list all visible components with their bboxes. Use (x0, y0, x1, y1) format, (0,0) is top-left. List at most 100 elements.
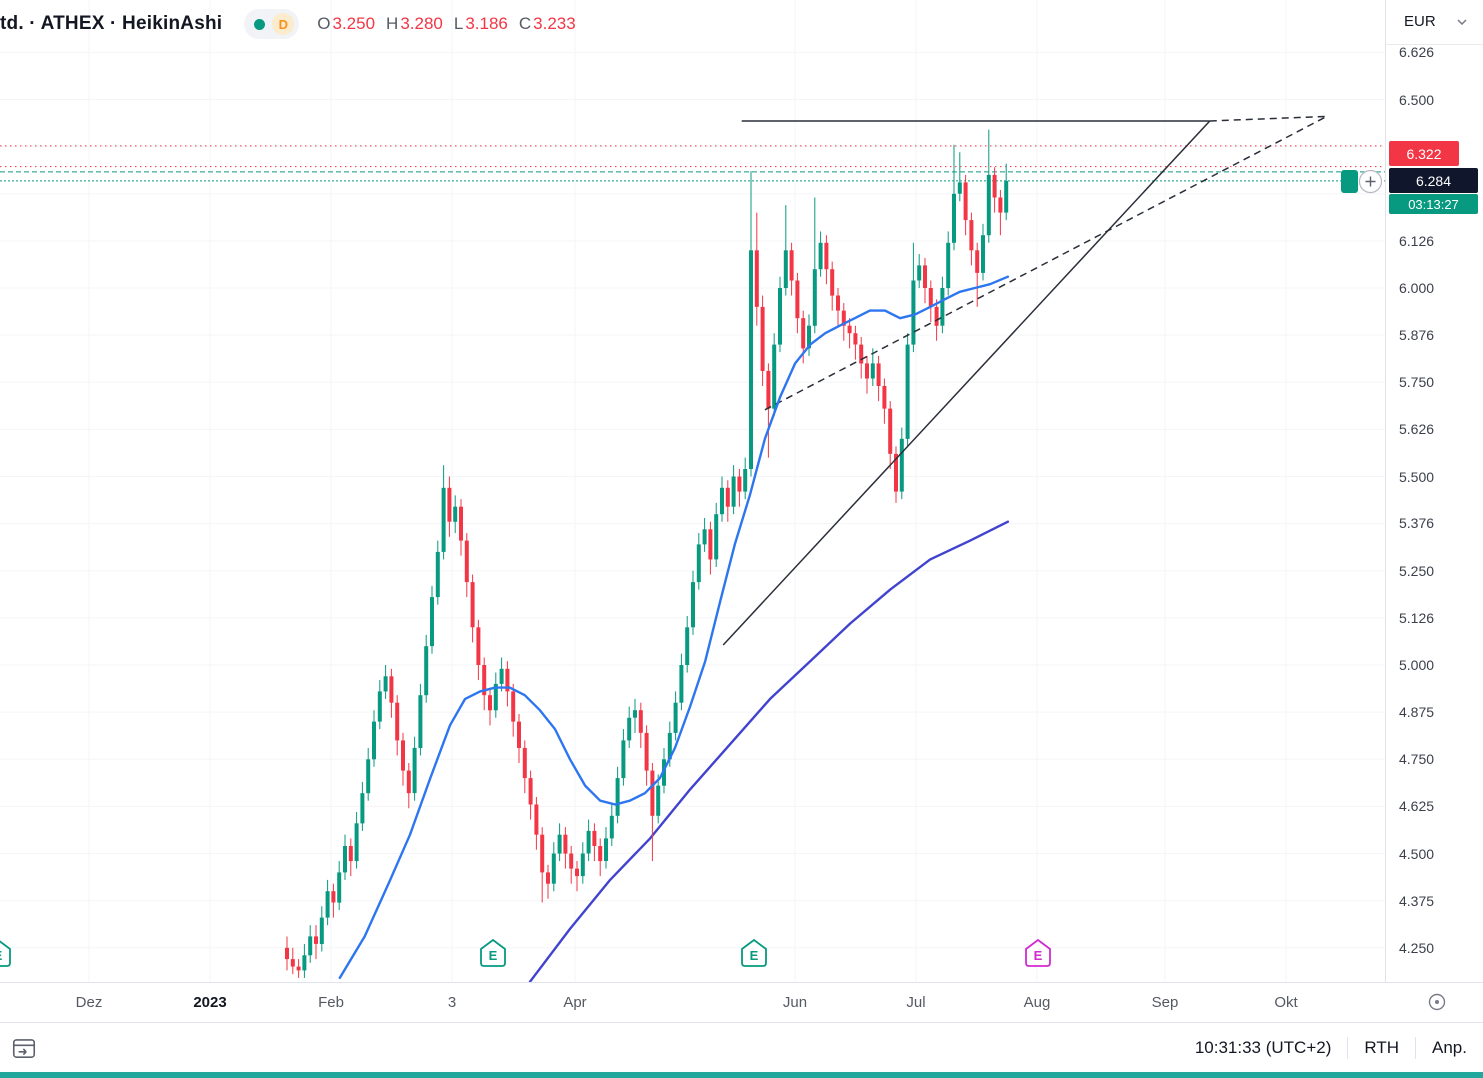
candle-body (963, 182, 968, 221)
time-axis-label: Feb (318, 994, 344, 1011)
price-axis-label: 5.126 (1399, 609, 1435, 626)
candle-body (894, 453, 898, 492)
trend-line[interactable] (1209, 115, 1326, 122)
axis-target-icon[interactable] (1427, 992, 1447, 1017)
symbol-title[interactable]: td. · ATHEX · HeikinAshi (0, 13, 223, 34)
candle-body (720, 487, 724, 515)
add-alert-plus-icon[interactable] (1358, 169, 1383, 194)
label-fragment (1341, 170, 1358, 193)
candle-body (795, 280, 800, 319)
trend-line[interactable] (722, 120, 1211, 646)
candle-body (772, 344, 777, 409)
footer-divider (1415, 1036, 1417, 1059)
candle-body (314, 936, 318, 944)
candle-body (656, 785, 661, 816)
go-to-date-icon[interactable] (8, 1032, 40, 1064)
ohlc-readout: O 3.250 H 3.280 L 3.186 C 3.233 (317, 14, 575, 34)
trend-line[interactable] (764, 116, 1326, 411)
candle-body (749, 250, 753, 469)
axis-separator (1386, 44, 1483, 45)
earnings-icon[interactable] (1025, 938, 1051, 967)
candle-body (1004, 180, 1009, 213)
candle-body (998, 197, 1003, 213)
candle-body (389, 676, 394, 703)
candle-body (737, 476, 742, 492)
candle-body (812, 269, 817, 326)
candle-body (499, 668, 504, 684)
candle-body (928, 288, 933, 307)
time-axis-label: Okt (1274, 994, 1298, 1011)
clock-label[interactable]: 10:31:33 (UTC+2) (1194, 1037, 1332, 1057)
candle-body (464, 540, 469, 583)
price-axis-label: 4.250 (1399, 939, 1435, 956)
interval-pill[interactable]: D (244, 9, 300, 39)
candle-body (853, 333, 858, 345)
candle-body (882, 386, 887, 409)
currency-button[interactable]: EUR (1391, 5, 1477, 38)
candle-body (644, 732, 649, 771)
candle-body (975, 250, 980, 273)
candle-body (957, 182, 962, 194)
candle-body (372, 721, 376, 760)
fast-ma-line (338, 275, 1010, 980)
candle-body (679, 665, 684, 703)
candle-body (493, 683, 498, 711)
candle-body (575, 868, 579, 877)
candle-body (708, 529, 713, 560)
candle-body (807, 325, 811, 349)
interval-badge[interactable]: D (272, 13, 295, 35)
candle-body (725, 487, 730, 507)
footer-divider (1347, 1036, 1349, 1059)
candle-body (551, 853, 556, 884)
currency-label: EUR (1404, 13, 1436, 30)
candle-body (308, 936, 313, 956)
candle-body (395, 702, 400, 741)
candle-body (986, 174, 991, 236)
candle-body (801, 318, 806, 349)
candle-body (557, 834, 562, 854)
candle-body (638, 710, 643, 733)
candle-body (331, 891, 336, 903)
candle-body (633, 710, 637, 718)
candle-body (418, 695, 423, 748)
candle-body (731, 476, 736, 507)
chevron-down-icon (1457, 18, 1467, 25)
footer-right-cluster: 10:31:33 (UTC+2) RTH Anp. (1194, 1036, 1483, 1059)
price-axis-label: 6.126 (1399, 232, 1435, 249)
candle-body (667, 732, 672, 760)
earnings-icon-label: E (750, 948, 759, 963)
time-axis[interactable]: Dez 2023 Feb 3 Apr Jun Jul Aug Sep Okt (0, 982, 1483, 1022)
earnings-icon[interactable] (480, 938, 506, 967)
earnings-icon[interactable] (741, 938, 767, 967)
earnings-icon[interactable] (0, 940, 11, 967)
candle-body (691, 582, 695, 628)
candle-body (505, 668, 510, 692)
last-price-badge: 6.284 (1389, 168, 1478, 193)
candle-body (459, 506, 463, 541)
time-axis-label: Jun (782, 994, 808, 1011)
candle-body (325, 891, 330, 918)
candle-body (360, 793, 365, 824)
price-axis-label: 5.250 (1399, 562, 1435, 579)
candle-body (783, 250, 788, 288)
candle-body (969, 220, 974, 251)
candle-body (366, 759, 371, 794)
candle-body (424, 646, 429, 696)
candle-body (650, 770, 655, 816)
candle-body (296, 966, 301, 971)
candle-body (836, 295, 840, 311)
candle-body (923, 265, 927, 288)
adjust-toggle[interactable]: Anp. (1432, 1037, 1467, 1057)
candle-body (377, 691, 382, 722)
candle-body (702, 529, 707, 545)
chart-canvas[interactable]: EEEE (0, 0, 1385, 982)
session-toggle[interactable]: RTH (1364, 1037, 1400, 1057)
price-axis-label: 4.500 (1399, 845, 1435, 862)
candle-body (847, 325, 852, 334)
price-axis[interactable]: EUR 6.626 6.500 6.126 6.000 5.876 5.750 5.626 5… (1385, 0, 1483, 982)
candle-body (766, 370, 771, 409)
price-axis-label: 5.000 (1399, 657, 1435, 673)
candle-body (917, 265, 922, 281)
candle-body (482, 665, 487, 696)
candle-body (609, 815, 614, 839)
